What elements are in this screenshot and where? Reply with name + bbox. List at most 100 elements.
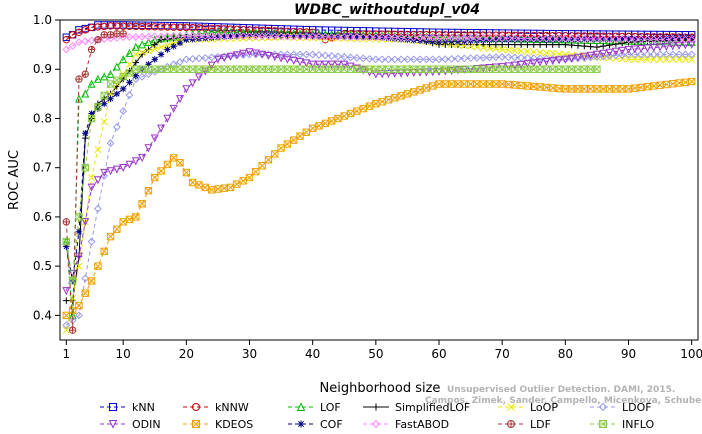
point-ldof-60 [435, 55, 443, 64]
point-fastabod-43 [327, 32, 336, 41]
point-ldof-72 [510, 53, 519, 62]
point-odin-81 [567, 54, 576, 63]
point-cof-61 [442, 38, 449, 46]
point-odin-78 [548, 57, 557, 66]
point-loop-78 [549, 49, 557, 58]
point-loop-100 [688, 55, 696, 63]
point-fastabod-93 [643, 35, 652, 44]
point-ldof-94 [649, 50, 658, 59]
point-cof-41 [315, 32, 323, 40]
point-fastabod-52 [384, 33, 393, 42]
point-ldof-87 [605, 52, 614, 60]
point-simplifiedlof-14 [145, 46, 152, 53]
point-loop-10 [119, 70, 127, 78]
point-kdeos-41 [315, 122, 323, 130]
point-kdeos-52 [384, 96, 393, 104]
point-odin-50 [371, 70, 380, 79]
point-cof-1 [63, 243, 70, 250]
point-odin-53 [390, 69, 399, 78]
point-fastabod-63 [454, 33, 462, 42]
series-line-lof [65, 31, 692, 316]
point-cof-87 [606, 35, 613, 43]
point-inflo-2 [68, 277, 77, 285]
legend-label-simplifiedlof: SimplifiedLOF [395, 401, 470, 414]
point-fastabod-80 [561, 34, 570, 43]
point-fastabod-61 [441, 33, 450, 42]
point-cof-97 [669, 34, 676, 41]
point-ldof-43 [327, 52, 336, 60]
point-lof-6 [93, 74, 102, 83]
point-odin-40 [308, 60, 317, 69]
point-loop-68 [485, 44, 494, 52]
point-ldof-38 [296, 50, 304, 59]
legend-item-ldof: LDOF [590, 401, 652, 414]
point-cof-35 [277, 32, 285, 39]
point-kdeos-43 [327, 117, 336, 125]
point-kdeos-12 [132, 213, 140, 221]
legend-label-odin: ODIN [132, 418, 161, 431]
point-ldof-89 [618, 51, 627, 59]
legend-marker-inflo [599, 420, 607, 428]
point-fastabod-67 [479, 34, 488, 42]
point-cof-46 [347, 33, 354, 40]
point-kdeos-13 [138, 200, 146, 208]
point-ldof-21 [188, 54, 197, 63]
point-lof-13 [138, 40, 147, 49]
point-odin-93 [643, 44, 652, 53]
point-ldof-11 [125, 91, 134, 99]
point-odin-95 [656, 43, 665, 52]
point-ldof-59 [428, 55, 437, 64]
point-cof-90 [625, 35, 632, 42]
point-kdeos-3 [75, 301, 83, 310]
point-ldof-30 [245, 50, 254, 59]
point-kdeos-46 [346, 109, 355, 118]
point-ldof-99 [681, 50, 690, 59]
point-odin-31 [251, 49, 260, 58]
point-ldof-70 [498, 53, 507, 61]
point-lof-14 [144, 37, 153, 46]
point-inflo-3 [75, 213, 83, 221]
point-odin-54 [397, 69, 406, 78]
series-ldf [62, 30, 127, 334]
point-cof-11 [126, 79, 133, 86]
point-loop-98 [675, 55, 683, 63]
point-cof-73 [517, 36, 525, 43]
point-cof-14 [145, 61, 152, 68]
chart-title: WDBC_withoutdupl_v04 [294, 2, 480, 18]
point-cof-17 [164, 46, 171, 53]
point-fastabod-59 [428, 33, 437, 42]
point-odin-79 [555, 56, 564, 65]
point-fastabod-72 [510, 34, 519, 43]
point-odin-100 [687, 40, 696, 49]
point-loop-74 [523, 47, 531, 56]
point-fastabod-62 [447, 33, 456, 42]
point-fastabod-11 [125, 33, 134, 41]
point-ldf-10 [119, 30, 127, 38]
point-cof-82 [574, 36, 582, 43]
point-odin-17 [163, 114, 172, 123]
point-fastabod-79 [555, 34, 563, 43]
point-cof-54 [397, 36, 405, 43]
point-loop-6 [94, 146, 102, 154]
point-cof-92 [637, 35, 645, 42]
point-ldof-31 [251, 50, 260, 59]
point-cof-60 [435, 38, 443, 46]
point-fastabod-71 [504, 34, 513, 43]
point-ldof-45 [340, 53, 349, 61]
point-fastabod-19 [176, 31, 184, 40]
point-odin-28 [232, 51, 241, 60]
point-kdeos-17 [163, 160, 172, 169]
point-odin-38 [296, 58, 305, 67]
point-ldof-9 [112, 123, 121, 131]
point-kdeos-47 [353, 107, 361, 115]
point-cof-31 [252, 31, 260, 39]
point-odin-73 [517, 60, 526, 69]
point-odin-21 [188, 79, 197, 88]
point-fastabod-75 [529, 34, 538, 43]
point-loop-92 [637, 55, 645, 63]
point-odin-35 [277, 54, 286, 63]
point-cof-55 [404, 36, 411, 43]
point-odin-51 [378, 70, 387, 79]
point-fastabod-17 [163, 32, 172, 41]
point-ldof-14 [144, 70, 153, 79]
